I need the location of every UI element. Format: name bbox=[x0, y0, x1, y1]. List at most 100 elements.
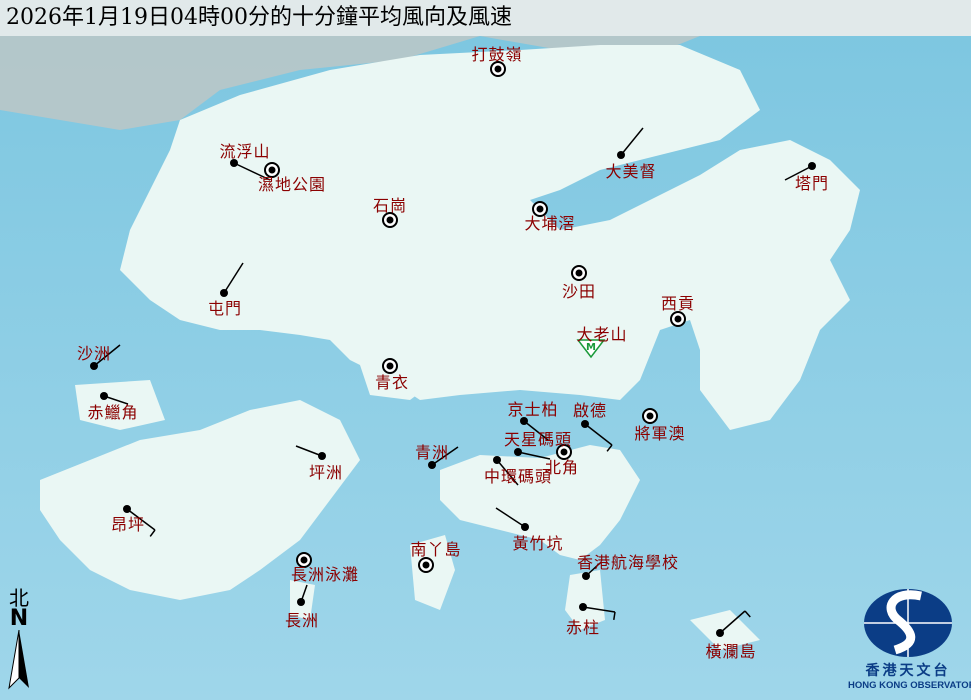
station-dot bbox=[494, 65, 502, 73]
station-dot bbox=[428, 461, 436, 469]
station-label: 北角 bbox=[544, 458, 580, 477]
wind-barb-feather bbox=[149, 529, 156, 537]
wind-barb-icon bbox=[582, 606, 616, 613]
lamma-island bbox=[410, 535, 455, 610]
map-title: 2026年1月19日04時00分的十分鐘平均風向及風速 bbox=[0, 0, 971, 36]
wind-barb-icon bbox=[93, 344, 121, 367]
station-label: 天星碼頭 bbox=[503, 430, 573, 449]
station-label: 濕地公園 bbox=[257, 175, 327, 194]
stanley-peninsula bbox=[565, 570, 605, 630]
tsing-yi bbox=[360, 360, 430, 400]
station-dot bbox=[514, 448, 522, 456]
wind-barb-feather bbox=[606, 444, 613, 452]
station-label: 屯門 bbox=[207, 299, 243, 318]
station-dot bbox=[617, 151, 625, 159]
wind-barb-icon bbox=[784, 165, 813, 181]
station-label: 石崗 bbox=[372, 196, 408, 215]
missing-triangle-icon bbox=[576, 339, 606, 359]
station-dot bbox=[422, 561, 430, 569]
logo-chinese: 香港天文台 bbox=[865, 663, 951, 679]
station-dot bbox=[808, 162, 816, 170]
station-label: 塔門 bbox=[794, 174, 830, 193]
wind-barb-feather bbox=[613, 611, 616, 621]
station-label: 沙田 bbox=[561, 282, 597, 301]
wind-barb-icon bbox=[495, 507, 526, 528]
new-territories bbox=[120, 45, 860, 430]
station-label: 大埔滘 bbox=[524, 214, 576, 233]
north-chinese: 北 bbox=[9, 586, 29, 610]
station-label: 將軍澳 bbox=[634, 424, 686, 443]
station-dot bbox=[220, 289, 228, 297]
station-dot bbox=[386, 216, 394, 224]
station-label: 西貢 bbox=[660, 294, 696, 313]
wind-barb-icon bbox=[126, 508, 156, 531]
station-dot bbox=[493, 456, 501, 464]
station-label: 長洲 bbox=[284, 611, 320, 630]
station-dot bbox=[123, 505, 131, 513]
station-dot bbox=[520, 417, 528, 425]
airport bbox=[75, 380, 165, 430]
wind-barb-icon bbox=[103, 395, 129, 405]
lantau-island bbox=[40, 400, 360, 600]
station-dot bbox=[90, 362, 98, 370]
station-dot bbox=[581, 420, 589, 428]
land bbox=[40, 45, 860, 650]
north-letter: N bbox=[9, 606, 29, 631]
waglan-area bbox=[690, 610, 760, 650]
station-dot bbox=[100, 392, 108, 400]
station-label: 啟德 bbox=[572, 401, 608, 420]
wind-barb-icon bbox=[584, 423, 613, 446]
station-label: 中環碼頭 bbox=[483, 467, 553, 486]
station-label: 青洲 bbox=[414, 443, 450, 462]
station-label: 黃竹坑 bbox=[512, 534, 564, 553]
station-dot bbox=[716, 629, 724, 637]
station-label: 赤柱 bbox=[565, 618, 601, 637]
hong-kong-island bbox=[440, 445, 640, 560]
station-label: 香港航海學校 bbox=[576, 553, 680, 572]
station-dot bbox=[560, 448, 568, 456]
north-arrow-icon bbox=[8, 629, 29, 690]
station-dot bbox=[521, 523, 529, 531]
station-label: 沙洲 bbox=[76, 344, 112, 363]
station-dot bbox=[318, 452, 326, 460]
station-label: 赤鱲角 bbox=[87, 403, 139, 422]
station-label: 青衣 bbox=[374, 373, 410, 392]
wind-barb-icon bbox=[496, 459, 519, 486]
station-label: 南丫島 bbox=[410, 540, 462, 559]
hko-logo-icon bbox=[864, 589, 952, 657]
wind-barb-icon bbox=[523, 420, 549, 441]
station-label: 打鼓嶺 bbox=[471, 45, 523, 64]
station-label: 坪洲 bbox=[308, 463, 344, 482]
station-dot bbox=[297, 598, 305, 606]
wind-barb-icon bbox=[517, 451, 551, 460]
station-dot bbox=[536, 205, 544, 213]
station-dot bbox=[575, 269, 583, 277]
north-arrow: 北 N bbox=[4, 588, 34, 694]
station-label: 大老山 bbox=[576, 325, 628, 344]
station-label: 流浮山 bbox=[219, 142, 271, 161]
station-dot bbox=[646, 412, 654, 420]
station-dot bbox=[579, 603, 587, 611]
station-label: 長洲泳灘 bbox=[290, 565, 360, 584]
hko-logo: 香港天文台 HONG KONG OBSERVATORY bbox=[848, 588, 971, 691]
station-label: 大美督 bbox=[605, 162, 657, 181]
wind-barb-feather bbox=[744, 610, 751, 618]
station-label: 昂坪 bbox=[110, 515, 146, 534]
station-label: 橫瀾島 bbox=[705, 642, 757, 661]
station-dot bbox=[674, 315, 682, 323]
wind-barb-icon bbox=[620, 127, 644, 156]
station-dot bbox=[582, 572, 590, 580]
wind-barb-icon bbox=[719, 610, 746, 634]
wind-barb-icon bbox=[295, 445, 323, 457]
logo-english: HONG KONG OBSERVATORY bbox=[848, 680, 971, 691]
station-label: 京士柏 bbox=[507, 400, 559, 419]
station-dot bbox=[230, 159, 238, 167]
station-dot bbox=[268, 166, 276, 174]
station-dot bbox=[300, 556, 308, 564]
wind-barb-icon bbox=[233, 162, 271, 181]
wind-barb-icon bbox=[431, 446, 459, 466]
station-dot bbox=[386, 362, 394, 370]
wind-barb-icon bbox=[223, 262, 244, 294]
